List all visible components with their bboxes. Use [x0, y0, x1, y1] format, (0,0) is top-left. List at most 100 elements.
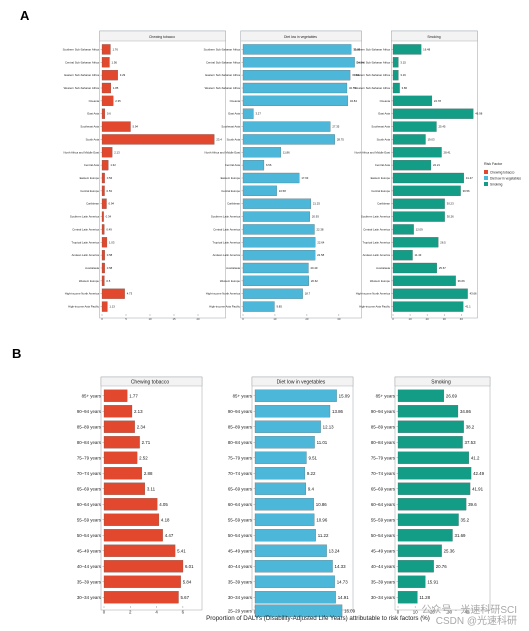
bar — [103, 451, 138, 464]
bar — [242, 301, 275, 312]
bar — [392, 44, 422, 55]
category-label: Southern Sub-Saharan Africa — [354, 47, 391, 51]
category-label: Western Sub-Saharan Africa — [355, 86, 391, 90]
bar — [397, 451, 469, 464]
bar — [101, 262, 105, 274]
category-label: Southern Latin America — [361, 215, 391, 219]
category-label: High-income North America — [356, 292, 391, 296]
data-label: 32.84 — [350, 99, 357, 103]
bar — [101, 57, 110, 68]
data-label: 2.13 — [134, 409, 143, 414]
bar — [397, 513, 459, 526]
bar — [392, 172, 464, 184]
category-label: 45–49 years — [228, 548, 253, 553]
data-label: 10.86 — [316, 502, 328, 507]
bar — [242, 211, 310, 222]
category-label: 70–74 years — [228, 471, 253, 476]
data-label: 11.43 — [415, 253, 422, 257]
data-label: 39.6 — [468, 502, 477, 507]
data-label: 0.58 — [107, 266, 113, 270]
bar — [103, 575, 181, 588]
data-label: 1.13 — [109, 305, 115, 309]
data-label: 20.76 — [436, 564, 448, 569]
x-tick-label: 20 — [196, 317, 200, 321]
category-label: High-income North America — [206, 292, 241, 296]
x-tick-label: 30 — [337, 317, 341, 321]
data-label: 13.86 — [332, 409, 344, 414]
category-label: 30–34 years — [77, 595, 102, 600]
bar — [101, 134, 215, 145]
category-label: Western Europe — [79, 279, 100, 283]
bar — [242, 160, 265, 171]
legend-swatch — [484, 182, 488, 186]
data-label: 0.49 — [106, 227, 112, 231]
bar — [101, 185, 105, 196]
legend: Risk Factor Chewing tobacco Diet low in ve… — [484, 162, 521, 186]
category-label: Central Sub-Saharan Africa — [206, 60, 240, 64]
bar — [103, 389, 128, 402]
category-label: 50–54 years — [228, 533, 253, 538]
data-label: 9.22 — [307, 471, 316, 476]
series-1: Diet low in vegetables 15.09 85+ years 13.8… — [228, 376, 354, 614]
bar — [392, 198, 445, 209]
x-tick-label: 0 — [101, 317, 103, 321]
legend-label: Smoking — [490, 182, 503, 186]
data-label: 30.26 — [447, 215, 454, 219]
bar — [254, 513, 315, 526]
data-label: 0.6 — [107, 112, 111, 116]
data-label: 3.29 — [120, 73, 126, 77]
category-label: 65–69 years — [228, 486, 253, 491]
bar — [242, 262, 309, 274]
data-label: 20.62 — [311, 279, 318, 283]
category-label: High-income Asia Pacific — [68, 305, 99, 309]
x-tick-label: 10 — [413, 609, 418, 614]
category-label: 40–44 years — [228, 564, 253, 569]
category-label: 80–84 years — [371, 440, 396, 445]
data-label: 4.05 — [159, 502, 168, 507]
bar — [392, 95, 433, 106]
category-label: Eastern Sub-Saharan Africa — [355, 73, 390, 77]
bar — [254, 389, 337, 402]
watermark-line-2: CSDN @光速科研 — [435, 616, 517, 627]
panel-b: Chewing tobacco 1.77 85+ years 2.13 90–94 ye… — [77, 376, 491, 617]
category-label: South Asia — [377, 137, 391, 141]
category-label: Western Sub-Saharan Africa — [205, 86, 241, 90]
bar — [392, 82, 400, 94]
facet-title: Chewing tobacco — [131, 380, 170, 386]
data-label: 20.49 — [310, 266, 317, 270]
category-label: High-income North America — [65, 292, 100, 296]
category-label: 85+ years — [233, 393, 253, 398]
data-label: 16.48 — [423, 47, 430, 51]
data-label: 22.64 — [317, 240, 324, 244]
bar — [392, 237, 439, 248]
bar — [242, 82, 348, 94]
data-label: 33.53 — [352, 73, 359, 77]
bar — [254, 420, 321, 433]
facet-header — [240, 30, 362, 42]
x-tick-label: 20 — [430, 609, 435, 614]
data-label: 22.58 — [317, 253, 324, 257]
data-label: 0.34 — [106, 215, 112, 219]
x-tick-label: 20 — [305, 317, 309, 321]
data-label: 1.85 — [113, 86, 119, 90]
category-label: Southeast Asia — [371, 125, 390, 129]
bar — [101, 82, 112, 94]
data-label: 37.53 — [465, 440, 477, 445]
bar — [101, 237, 108, 248]
category-label: 35–39 years — [228, 579, 253, 584]
bar — [397, 436, 463, 449]
data-label: 31.69 — [455, 533, 467, 538]
data-label: 41.91 — [472, 486, 484, 491]
bar — [242, 134, 335, 145]
category-label: High-income Asia Pacific — [359, 305, 390, 309]
data-label: 11.01 — [317, 440, 328, 445]
bar — [242, 172, 300, 184]
category-label: High-income Asia Pacific — [209, 305, 240, 309]
category-label: Southern Latin America — [211, 215, 241, 219]
series-0: Chewing tobacco 1.76 Southern Sub-Saharan … — [63, 30, 226, 321]
bar — [397, 575, 426, 588]
bar — [242, 198, 312, 209]
data-label: 1.77 — [129, 393, 138, 398]
category-label: 55–59 years — [77, 517, 102, 522]
legend-swatch — [484, 170, 488, 174]
